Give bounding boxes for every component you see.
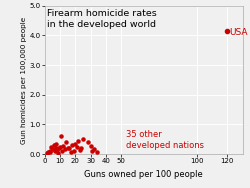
Point [55,148,59,151]
Point [56,151,60,154]
Point [95,150,99,153]
Point [53,150,57,153]
Point [88,144,92,147]
Point [80,147,84,150]
Point [48,149,52,152]
Point [49,145,53,148]
Point [57,147,61,150]
Point [66,147,70,150]
Point [67,146,71,149]
Point [58,145,62,148]
Point [54,146,58,149]
X-axis label: Guns owned per 100 people: Guns owned per 100 people [84,170,203,179]
Point [75,145,79,148]
Point [45,151,49,154]
Point [72,149,76,152]
Point [54,142,58,145]
Point [46,150,50,153]
Point [52,144,56,147]
Point [86,140,89,143]
Point [76,139,80,142]
Point [48,151,52,154]
Text: USA: USA [230,28,248,37]
Text: 35 other
developed nations: 35 other developed nations [126,130,204,150]
Point [64,141,68,144]
Point [50,147,54,150]
Point [81,138,85,141]
Point [61,144,65,147]
Point [78,148,82,151]
Point [59,135,63,138]
Point [92,147,96,150]
Point [69,150,73,153]
Point [225,30,229,33]
Y-axis label: Gun homicides per 100,000 people: Gun homicides per 100,000 people [21,16,27,143]
Text: Firearm homicide rates
in the developed world: Firearm homicide rates in the developed … [47,9,157,29]
Point [60,150,64,153]
Point [90,149,94,152]
Point [74,142,78,145]
Point [63,147,67,150]
Point [70,144,74,147]
